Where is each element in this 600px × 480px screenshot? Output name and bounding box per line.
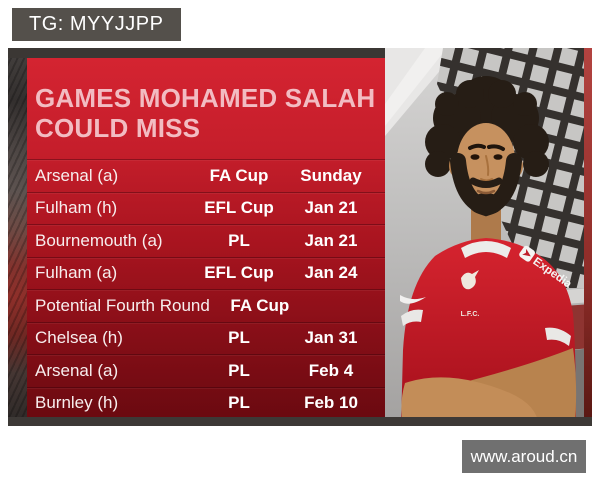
table-row: Chelsea (h) PL Jan 31 [27,321,385,355]
lips [476,189,496,195]
fixtures-panel: GAMES MOHAMED SALAH COULD MISS Arsenal (… [27,58,385,417]
beard-chin [469,193,503,215]
crest-text: L.F.C. [461,311,480,318]
fixture-competition: PL [228,360,250,380]
liverpool-crest: L.F.C. [461,270,480,318]
fixture-opponent: Fulham (h) [35,198,118,218]
fixture-competition: FA Cup [230,295,290,315]
eye-right [493,154,503,160]
fixture-competition: EFL Cup [204,263,274,283]
fixture-date: Sunday [300,165,362,185]
fixture-opponent: Arsenal (a) [35,165,119,185]
table-row: Burnley (h) PL Feb 10 [27,386,385,420]
table-row: Potential Fourth Round FA Cup [27,289,385,322]
eyebrow-left [468,143,486,150]
site-watermark-text: www.aroud.cn [470,446,578,466]
stadium-white-beam [385,48,447,126]
fixture-date: Jan 24 [304,263,358,283]
table-row: Arsenal (a) PL Feb 4 [27,354,385,387]
eye-left [470,154,480,160]
fixture-opponent: Chelsea (h) [35,328,123,348]
fixture-opponent: Bournemouth (a) [35,230,163,250]
fixture-date: Feb 10 [304,393,358,413]
tg-watermark-text: TG: MYYJJPP [29,13,164,35]
jersey-collar [461,241,511,258]
forearm-left [401,377,539,426]
nike-swoosh-icon [400,295,426,304]
table-row: Fulham (h) EFL Cup Jan 21 [27,191,385,225]
salah-infographic: GAMES MOHAMED SALAH COULD MISS Arsenal (… [8,48,592,426]
sleeve-trim-right [545,327,571,346]
fixture-date: Jan 31 [304,328,358,348]
frame-bottom-strip [8,417,592,426]
stadium-right-edge [584,48,592,426]
fixture-competition: EFL Cup [204,198,274,218]
title-line-2: COULD MISS [35,113,201,144]
mustache [469,177,503,188]
nose [480,155,493,182]
fixture-opponent: Arsenal (a) [35,360,119,380]
eyebrow-right [487,144,505,151]
fixtures-table: Arsenal (a) FA Cup Sunday Fulham (h) EFL Cup… [27,159,385,419]
table-row: Arsenal (a) FA Cup Sunday [27,159,385,192]
fixture-competition: PL [228,328,250,348]
fixture-opponent: Fulham (a) [35,263,118,283]
panel-title: GAMES MOHAMED SALAH COULD MISS [35,83,375,143]
fixture-competition: PL [228,393,250,413]
title-line-1: GAMES MOHAMED SALAH [35,83,376,113]
fixture-date: Jan 21 [304,230,358,250]
table-row: Fulham (a) EFL Cup Jan 24 [27,256,385,290]
tg-watermark-badge: TG: MYYJJPP [12,8,182,41]
fixture-competition: PL [228,230,250,250]
fixture-opponent: Potential Fourth Round [35,295,210,315]
site-watermark-badge: www.aroud.cn [462,440,586,473]
fixture-competition: FA Cup [209,165,269,185]
frame-top-strip [8,48,385,58]
stadium-left-sliver [8,48,27,426]
salah-photo: L.F.C. Expedia [385,48,592,426]
liver-bird-icon [461,270,479,290]
fixture-date: Feb 4 [308,360,354,380]
table-row: Bournemouth (a) PL Jan 21 [27,224,385,257]
salah-figure: L.F.C. Expedia [400,76,577,426]
sleeve-trim-left [401,309,423,326]
fixture-opponent: Burnley (h) [35,393,119,413]
hair [425,76,549,177]
fixture-date: Jan 21 [304,198,358,218]
